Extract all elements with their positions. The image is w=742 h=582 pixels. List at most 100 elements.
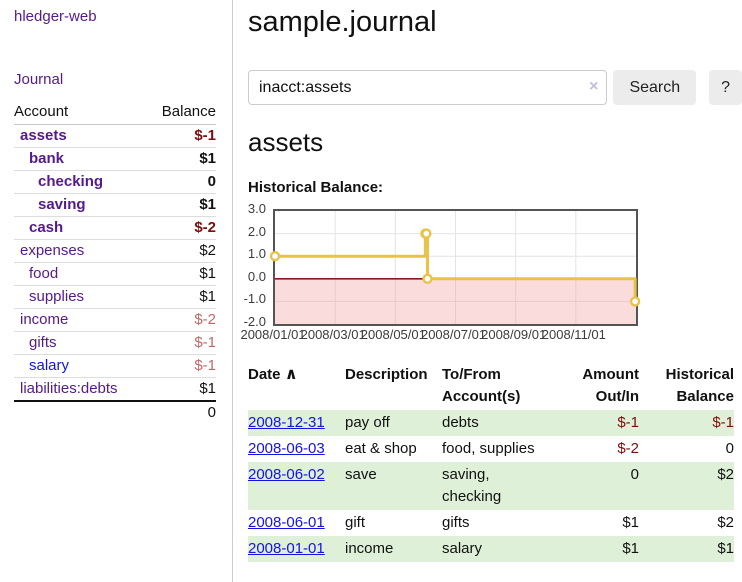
transaction-amount: $-2 [617, 440, 639, 457]
transaction-balance: 0 [725, 440, 734, 457]
balance-chart-plot [269, 209, 641, 326]
transaction-date-link[interactable]: 2008-06-03 [248, 440, 325, 457]
accounts-table: Account Balance assets $-1 bank $1 checking 0… [14, 100, 216, 424]
x-axis-tick-label: 2008/11/01 [541, 327, 606, 342]
account-row: income $-2 [14, 308, 216, 332]
transaction-accounts: food, supplies [442, 440, 535, 457]
account-row: liabilities:debts $1 [14, 377, 216, 402]
account-balance: $1 [146, 193, 216, 217]
data-point-marker [629, 296, 641, 307]
transaction-description: income [345, 540, 394, 557]
account-balance: $1 [146, 285, 216, 309]
accounts-column-header: To/From Account(s) [442, 366, 521, 405]
account-link[interactable]: food [29, 265, 59, 282]
account-row: bank $1 [14, 147, 216, 171]
account-link[interactable]: bank [29, 150, 65, 167]
account-balance: $-1 [146, 331, 216, 355]
accounts-total-value: 0 [146, 400, 216, 424]
transaction-accounts: saving, checking [442, 466, 502, 505]
y-axis-tick-label: 2.0 [247, 223, 266, 239]
chart-heading: Historical Balance: [248, 179, 384, 196]
accounts-total-row: 0 [14, 400, 216, 424]
x-axis-tick-label: 2008/09/01 [481, 327, 547, 342]
account-row: expenses $2 [14, 239, 216, 263]
data-point-marker [269, 251, 281, 262]
search-button[interactable]: Search [613, 70, 697, 105]
transaction-date-link[interactable]: 2008-01-01 [248, 540, 325, 557]
account-balance: $1 [146, 147, 216, 171]
transaction-amount: $1 [622, 514, 639, 531]
transaction-description: eat & shop [345, 440, 417, 457]
account-link[interactable]: income [20, 311, 69, 328]
account-balance: $-2 [146, 216, 216, 240]
account-link[interactable]: saving [38, 196, 86, 213]
historical-balance-chart: $ 3.0 2.0 1.0 0.0 -1.0 -2.0 2008/01/01 2008/03/… [240, 201, 742, 352]
account-row: assets $-1 [14, 124, 216, 148]
app-title-link[interactable]: hledger-web [14, 8, 97, 25]
transaction-date-link[interactable]: 2008-06-02 [248, 466, 325, 483]
account-link[interactable]: liabilities:debts [20, 380, 118, 397]
account-row: salary $-1 [14, 354, 216, 378]
account-link[interactable]: checking [38, 173, 104, 190]
x-axis-tick-label: 2008/07/01 [420, 327, 487, 342]
main-content: sample.journal × Search ? assets Histori… [240, 0, 742, 562]
transaction-balance: $2 [717, 514, 734, 531]
x-axis-tick-label: 2008/05/01 [360, 327, 426, 342]
y-axis-tick-label: -2.0 [243, 314, 266, 329]
account-balance: $1 [146, 262, 216, 286]
transaction-amount: 0 [630, 466, 639, 483]
clear-search-icon[interactable]: × [589, 78, 599, 95]
register-table: Date ∧ Description To/From Account(s) Am… [248, 362, 734, 562]
account-balance: $-2 [146, 308, 216, 332]
account-row: saving $1 [14, 193, 216, 217]
transaction-row: 2008-06-03 eat & shop food, supplies $-2 0 [248, 436, 734, 462]
y-axis-tick-label: 3.0 [247, 201, 266, 216]
sidebar-nav: Journal [14, 71, 216, 88]
account-balance: $2 [146, 239, 216, 263]
account-link[interactable]: gifts [29, 334, 57, 351]
register-header-row: Date ∧ Description To/From Account(s) Am… [248, 362, 734, 410]
account-link[interactable]: salary [29, 357, 70, 374]
transaction-date-link[interactable]: 2008-06-01 [248, 514, 325, 531]
transaction-balance: $1 [717, 540, 734, 557]
transaction-row: 2008-06-02 save saving, checking 0 $2 [248, 462, 734, 510]
transaction-accounts: debts [442, 414, 479, 431]
app-title: hledger-web [14, 8, 216, 25]
data-point-marker [421, 228, 432, 239]
sort-ascending-icon: ∧ [284, 366, 298, 383]
x-axis-tick-label: 2008/03/01 [300, 327, 366, 342]
account-heading: assets [248, 127, 324, 157]
transaction-amount: $1 [622, 540, 639, 557]
account-link[interactable]: supplies [29, 288, 85, 305]
account-balance: 0 [146, 170, 216, 194]
account-row: supplies $1 [14, 285, 216, 309]
transaction-description: pay off [345, 414, 390, 431]
description-column-header: Description [345, 366, 428, 383]
search-box: × [248, 70, 608, 105]
search-input[interactable] [248, 70, 608, 105]
account-row: food $1 [14, 262, 216, 286]
account-row: gifts $-1 [14, 331, 216, 355]
transaction-balance: $2 [717, 466, 734, 483]
help-button[interactable]: ? [709, 70, 742, 105]
data-point-marker [422, 273, 433, 285]
transaction-row: 2008-06-01 gift gifts $1 $2 [248, 510, 734, 536]
y-axis-tick-label: -1.0 [243, 291, 266, 307]
date-column-header[interactable]: Date ∧ [248, 366, 298, 383]
accounts-table-header: Account Balance [14, 100, 216, 125]
account-balance: $1 [146, 377, 216, 402]
account-link[interactable]: assets [20, 127, 67, 144]
sidebar: hledger-web Journal Account Balance asse… [0, 0, 233, 582]
y-axis-tick-label: 1.0 [247, 246, 266, 262]
y-axis-tick-label: 0.0 [247, 268, 266, 284]
account-link[interactable]: cash [29, 219, 64, 236]
transaction-accounts: salary [442, 540, 483, 557]
account-row: checking 0 [14, 170, 216, 194]
balance-column-header: Historical Balance [665, 366, 734, 405]
transaction-description: gift [345, 514, 366, 531]
x-axis-tick-label: 2008/01/01 [240, 327, 306, 342]
account-link[interactable]: expenses [20, 242, 85, 259]
transaction-description: save [345, 466, 377, 483]
transaction-date-link[interactable]: 2008-12-31 [248, 414, 325, 431]
nav-journal-link[interactable]: Journal [14, 71, 64, 88]
